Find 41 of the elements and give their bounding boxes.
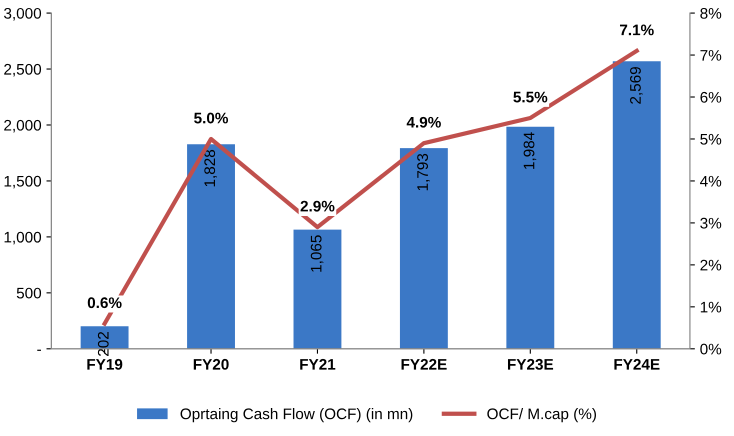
data-label: 5.5% xyxy=(513,92,548,102)
x-tick-label: FY19 xyxy=(87,358,122,370)
y2-tick-label: 3% xyxy=(700,218,722,229)
legend-label: OCF/ M.cap (%) xyxy=(487,408,596,422)
y2-tick-label: 1% xyxy=(700,302,722,312)
y-tick-label: 1,000 xyxy=(4,232,42,244)
bar xyxy=(400,148,448,349)
y-tick-label: 3,000 xyxy=(4,8,42,21)
y-tick-label: - xyxy=(37,350,41,351)
y2-tick-label: 7% xyxy=(700,50,722,61)
x-tick-label: FY21 xyxy=(300,358,336,370)
x-tick-label: FY20 xyxy=(194,358,229,370)
bar xyxy=(187,144,235,349)
data-label: 1,065 xyxy=(310,235,324,272)
y2-tick-label: 2% xyxy=(700,260,722,270)
y-tick-label: 2,500 xyxy=(4,64,42,77)
data-label: 2,569 xyxy=(630,67,643,104)
x-tick-label: FY23E xyxy=(508,358,554,370)
x-tick-label: FY22E xyxy=(402,358,447,370)
y-tick-label: 2,000 xyxy=(4,120,42,132)
bar xyxy=(294,230,342,349)
y2-tick-label: 0% xyxy=(700,344,722,354)
bar xyxy=(612,61,661,349)
bar xyxy=(506,126,554,349)
data-label: 1,984 xyxy=(524,132,536,169)
y2-tick-label: 8% xyxy=(700,8,722,19)
data-label: 1,828 xyxy=(204,150,217,186)
data-label: 4.9% xyxy=(406,116,441,128)
y2-tick-label: 6% xyxy=(700,92,722,103)
y-tick-label: 500 xyxy=(16,288,42,299)
data-label: 0.6% xyxy=(88,297,122,308)
y2-tick-label: 4% xyxy=(700,176,722,187)
x-tick-label: FY24E xyxy=(614,358,660,370)
data-label: 5.0% xyxy=(194,112,228,124)
y2-tick-label: 5% xyxy=(700,134,722,145)
y-tick-label: 1,500 xyxy=(4,176,42,188)
data-label: 1,793 xyxy=(417,154,430,190)
data-label: 202 xyxy=(98,332,109,356)
legend-label: Oprtaing Cash Flow (OCF) (in mn) xyxy=(180,408,412,422)
data-label: 7.1% xyxy=(620,24,654,36)
data-label: 2.9% xyxy=(300,200,334,212)
